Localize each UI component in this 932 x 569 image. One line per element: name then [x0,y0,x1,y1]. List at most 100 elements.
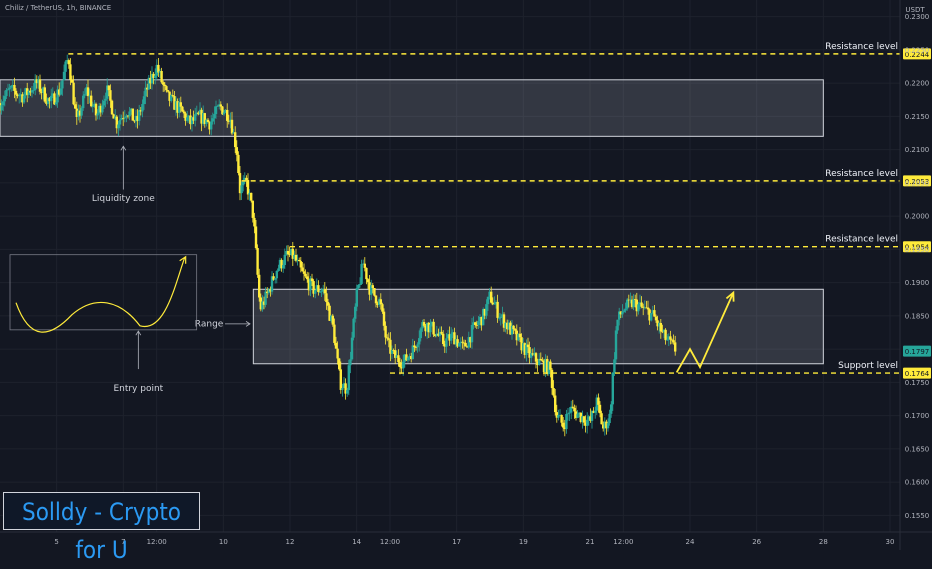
candle-body [358,283,362,285]
candle-body [570,406,573,413]
candle-body [629,299,632,301]
price-axis-unit: USDT [905,6,925,14]
candle-body [27,90,30,95]
candle-body [608,413,611,424]
candle-body [440,331,443,334]
candle-body [461,341,464,343]
candle-body [288,254,291,256]
candle-body [456,339,459,347]
candle-body [189,115,192,125]
candle-body [651,310,654,314]
candle-body [291,248,294,259]
candle-body [373,288,376,296]
candle-body [458,343,461,347]
candle-body [224,109,227,113]
candle-body [454,339,458,345]
candle-body [221,106,224,115]
candle-body [208,121,211,130]
candle-body [6,89,10,91]
time-tick-label: 12:00 [147,538,167,546]
candle-body [558,414,562,416]
candle-body [478,316,482,322]
candle-body [170,95,173,101]
price-tick-label: 0.2300 [905,13,930,21]
candle-body [414,347,418,348]
candle-body [46,98,50,104]
level-name-3: Support level [838,361,898,371]
time-tick-label: 19 [519,538,528,546]
candle-body [475,324,478,326]
annotation-range: Range [195,320,224,330]
candle-body [534,353,538,362]
candle-body [512,325,515,330]
candle-body [216,105,219,107]
level-price-tag-1 [903,175,931,187]
candle-body [74,104,77,109]
candle-body [568,412,571,414]
candle-body [238,173,242,194]
entry-sketch-box [9,254,198,331]
candle-body [483,309,486,316]
candle-body [614,330,618,360]
candle-body [416,344,419,348]
candle-body [547,361,550,375]
candle-body [314,290,317,294]
candle-body [448,334,451,341]
candle-body [482,309,485,326]
candle-body [301,267,304,272]
candle-body [664,329,667,341]
candle-body [210,121,213,130]
candle-body [194,114,197,121]
candle-body [363,263,366,268]
candle-body [315,285,318,291]
candle-body [120,117,123,120]
candle-body [243,177,246,182]
candle-body [390,349,394,354]
candle-body [606,423,610,429]
candle-body [333,324,336,343]
candle-body [552,388,555,396]
time-tick-label: 28 [819,538,828,546]
price-tick-label: 0.2250 [905,46,930,54]
candle-body [67,60,70,65]
candle-body [650,313,653,321]
candle-body [242,181,245,186]
level-price-tag-3 [903,367,931,379]
candle-body [408,355,411,358]
candle-body [480,316,483,326]
candle-body [403,354,406,362]
candle-body [662,329,666,332]
candle-body [114,116,117,119]
candle-body [253,217,256,227]
candle-body [435,333,438,337]
candle-body [597,397,600,405]
candle-body [323,289,326,294]
candle-body [589,416,592,421]
candle-body [254,226,258,249]
time-tick-label: 26 [752,538,761,546]
candle-body [490,291,493,303]
candle-body [160,71,163,83]
candle-body [573,407,576,412]
candle-body [133,120,136,122]
candle-body [526,344,530,348]
candle-body [466,346,469,348]
candle-body [309,278,312,291]
candle-body [35,79,38,84]
candle-body [485,304,488,316]
candle-body [579,412,582,423]
candle-body [187,115,190,118]
candle-body [83,94,86,96]
candle-body [586,419,589,426]
candle-body [611,372,614,405]
candle-body [246,180,250,195]
candle-body [53,93,56,105]
candle-body [374,295,378,304]
zone-0 [0,79,824,137]
candle-body [645,307,648,309]
candlestick-chart[interactable]: Resistance level 0.2244 Resistance level 0.… [0,0,932,550]
candle-body [282,265,285,269]
candle-body [538,358,541,365]
candle-body [402,361,405,369]
candle-body [438,331,442,336]
